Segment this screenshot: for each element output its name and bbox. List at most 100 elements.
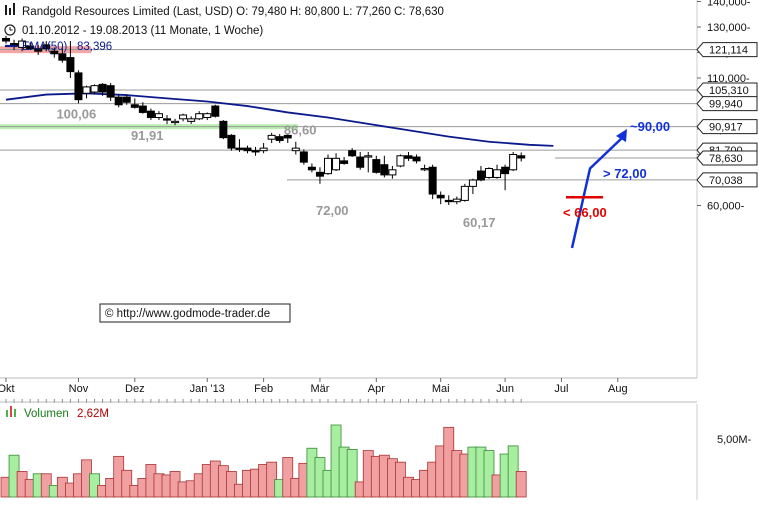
candle-body [485, 168, 493, 178]
candle [2, 35, 10, 44]
candle-body [219, 120, 228, 139]
level-label: 90,917 [696, 119, 758, 135]
level-label: 78,630 [696, 150, 758, 166]
candle-body [179, 114, 188, 120]
candle [404, 151, 413, 161]
chart-title: Randgold Resources Limited (Last, USD) O… [22, 6, 444, 18]
volume-bar [515, 471, 527, 498]
candle-body [211, 105, 220, 117]
candle-body [299, 151, 308, 163]
x-tick-label: Aug [608, 383, 628, 395]
clock-icon [4, 24, 16, 36]
projection-arrow [570, 136, 624, 249]
price-annotation: 60,17 [463, 215, 496, 230]
watermark-text: © http://www.godmode-trader.de [105, 308, 270, 320]
candle [283, 134, 292, 144]
volume-header: Volumen 2,62M [6, 406, 109, 420]
candle-body [34, 48, 43, 52]
candle-body [195, 113, 204, 120]
level-label-box [696, 42, 758, 58]
candle [154, 111, 163, 121]
candle [509, 151, 518, 172]
candle-body [509, 154, 518, 171]
x-tick-label: Apr [368, 383, 385, 395]
volume-bar [483, 450, 495, 498]
y-tick-label: 60,000- [707, 201, 745, 213]
candle [332, 153, 341, 172]
x-tick-label: Jul [554, 383, 568, 395]
candle-body [372, 159, 381, 173]
candle [58, 47, 67, 63]
candle [299, 149, 308, 165]
target-up-label: ~90,00 [630, 119, 670, 134]
candle [476, 165, 485, 182]
level-label-text: 78,630 [709, 153, 743, 165]
candle-body [412, 156, 421, 162]
x-tick-label: Jun [496, 383, 514, 395]
candle [98, 83, 107, 96]
candle [114, 94, 123, 108]
y-tick-label: 110,000- [707, 73, 750, 85]
candle [468, 178, 477, 195]
candle-body [307, 166, 316, 171]
candle [82, 85, 91, 99]
candle-body [82, 86, 91, 94]
level-label: 70,038 [696, 172, 758, 188]
candle-body [243, 147, 252, 152]
candle-body [436, 194, 445, 199]
support-label: > 72,00 [603, 166, 647, 181]
ema-line [5, 92, 554, 147]
candle-body [130, 104, 139, 108]
candle-body [444, 199, 453, 203]
volume-tick-label: 5,00M- [717, 434, 752, 446]
candle [396, 154, 405, 168]
candle [380, 155, 389, 178]
target-down-label: < 66,00 [563, 205, 607, 220]
period-label: 01.10.2012 - 19.08.2013 (11 Monate, 1 Wo… [22, 25, 263, 37]
candle [26, 42, 35, 50]
candle [388, 165, 397, 179]
candle [179, 113, 188, 122]
candle [90, 84, 99, 95]
candle [364, 151, 373, 173]
level-label: 121,114 [696, 42, 758, 58]
candle-body [501, 166, 510, 175]
candle-body [517, 155, 526, 159]
level-label-text: 121,114 [709, 45, 748, 57]
candle [444, 195, 453, 206]
volume-value: 2,62M [77, 408, 109, 420]
volume-bar [282, 457, 294, 498]
x-tick-label: Mai [432, 383, 450, 395]
volume-bar [346, 448, 358, 498]
arrow-head-icon [616, 129, 627, 142]
candle [187, 116, 196, 124]
candle-body [235, 147, 244, 150]
candle [130, 98, 139, 109]
candle [501, 164, 510, 191]
candle-body [58, 53, 67, 61]
candle-body [163, 118, 171, 121]
candle-body [364, 155, 373, 158]
level-label-box [696, 150, 758, 166]
candle-body [259, 147, 268, 152]
candle [66, 41, 75, 78]
level-label-text: 70,038 [709, 175, 743, 187]
candle-body [106, 85, 115, 98]
x-tick-label: Feb [254, 383, 273, 395]
x-tick-label: Dez [125, 383, 145, 395]
candle [267, 132, 276, 144]
candle [195, 111, 204, 121]
candle-body [420, 168, 429, 171]
y-tick-label: 140,000- [707, 0, 751, 9]
candle-body [275, 136, 284, 141]
candle [452, 196, 461, 205]
candle-body [18, 40, 27, 48]
level-label-text: 99,940 [709, 99, 743, 111]
candle [163, 114, 171, 125]
level-label-box [696, 119, 758, 135]
candle-body [98, 83, 107, 93]
candle-body [452, 198, 461, 203]
candle-body [340, 160, 349, 164]
